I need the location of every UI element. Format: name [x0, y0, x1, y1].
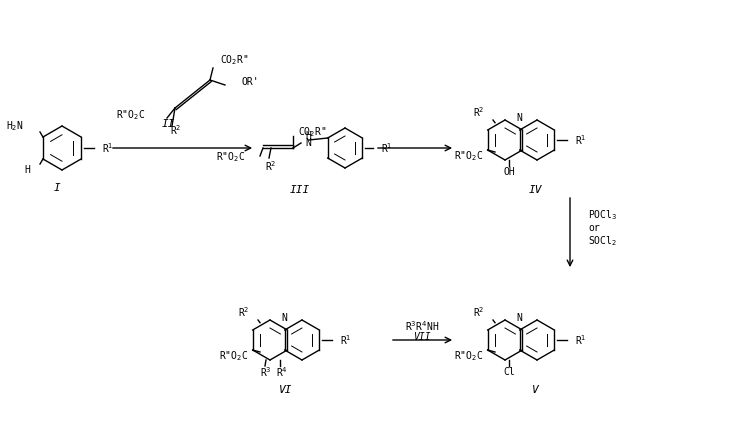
Text: H: H	[24, 165, 30, 175]
Text: R$^2$: R$^2$	[265, 159, 276, 173]
Text: R$^3$: R$^3$	[260, 365, 272, 379]
Text: VII: VII	[413, 332, 431, 342]
Text: Cl: Cl	[503, 367, 515, 377]
Text: SOCl$_2$: SOCl$_2$	[588, 234, 617, 248]
Text: R"O$_2$C: R"O$_2$C	[453, 349, 483, 363]
Text: POCl$_3$: POCl$_3$	[588, 208, 617, 222]
Text: N: N	[305, 138, 311, 148]
Text: or: or	[588, 223, 600, 233]
Text: R"O$_2$C: R"O$_2$C	[116, 108, 145, 122]
Text: R$^2$: R$^2$	[473, 105, 485, 119]
Text: VI: VI	[279, 385, 293, 395]
Text: I: I	[53, 183, 60, 193]
Text: R$^1$: R$^1$	[575, 133, 586, 147]
Text: R"O$_2$C: R"O$_2$C	[218, 349, 248, 363]
Text: CO$_2$R": CO$_2$R"	[298, 125, 327, 139]
Text: R"O$_2$C: R"O$_2$C	[453, 149, 483, 163]
Text: R"O$_2$C: R"O$_2$C	[215, 150, 245, 164]
Text: N: N	[516, 313, 522, 323]
Text: R$^1$: R$^1$	[102, 141, 114, 155]
Text: N: N	[281, 313, 287, 323]
Text: H: H	[305, 131, 311, 141]
Text: R$^2$: R$^2$	[239, 305, 250, 319]
Text: H$_2$N: H$_2$N	[6, 119, 24, 133]
Text: CO$_2$R": CO$_2$R"	[220, 53, 249, 67]
Text: III: III	[290, 185, 310, 195]
Text: V: V	[532, 385, 539, 395]
Text: OR': OR'	[242, 77, 259, 87]
Text: R$^2$: R$^2$	[473, 305, 485, 319]
Text: OH: OH	[503, 167, 515, 177]
Text: R$^2$: R$^2$	[170, 123, 181, 137]
Text: R$^4$: R$^4$	[276, 365, 288, 379]
Text: IV: IV	[528, 185, 542, 195]
Text: R$^1$: R$^1$	[381, 141, 392, 155]
Text: R$^1$: R$^1$	[340, 333, 351, 347]
Text: N: N	[516, 113, 522, 123]
Text: II: II	[162, 119, 175, 129]
Text: R$^1$: R$^1$	[575, 333, 586, 347]
Text: R$^3$R$^4$NH: R$^3$R$^4$NH	[405, 319, 439, 333]
